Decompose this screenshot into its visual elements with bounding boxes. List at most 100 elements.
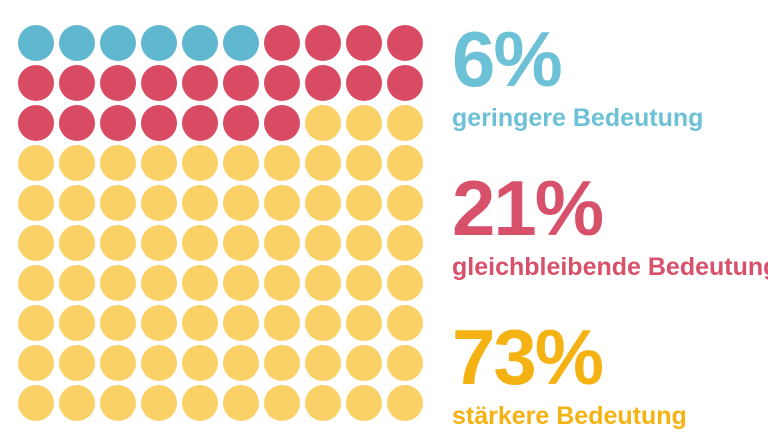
waffle-dot xyxy=(182,385,218,421)
stat-geringere-bedeutung: 6% geringere Bedeutung xyxy=(452,20,768,133)
waffle-dot xyxy=(141,305,177,341)
waffle-dot xyxy=(141,145,177,181)
stat-staerkere-bedeutung: 73% stärkere Bedeutung xyxy=(452,318,768,431)
waffle-dot xyxy=(223,185,259,221)
waffle-dot xyxy=(346,25,382,61)
waffle-dot xyxy=(305,145,341,181)
waffle-dot xyxy=(387,65,423,101)
waffle-dot xyxy=(141,385,177,421)
waffle-dot xyxy=(387,345,423,381)
waffle-dot xyxy=(264,65,300,101)
waffle-dot xyxy=(18,145,54,181)
stat-gleichbleibende-bedeutung: 21% gleichbleibende Bedeutung xyxy=(452,169,768,282)
waffle-dot xyxy=(59,265,95,301)
waffle-dot xyxy=(59,345,95,381)
waffle-dot xyxy=(264,185,300,221)
waffle-dot xyxy=(18,185,54,221)
waffle-dot xyxy=(264,145,300,181)
waffle-dot xyxy=(387,265,423,301)
waffle-dot xyxy=(182,305,218,341)
waffle-dot xyxy=(264,305,300,341)
waffle-dot xyxy=(305,185,341,221)
stat-value-staerkere: 73% xyxy=(452,312,604,401)
waffle-dot xyxy=(305,25,341,61)
waffle-dot xyxy=(182,105,218,141)
waffle-dot xyxy=(59,385,95,421)
waffle-dot xyxy=(18,345,54,381)
waffle-dot xyxy=(18,65,54,101)
waffle-dot xyxy=(100,105,136,141)
waffle-dot xyxy=(182,65,218,101)
waffle-dot xyxy=(141,225,177,261)
waffle-dot xyxy=(305,305,341,341)
waffle-dot xyxy=(18,105,54,141)
stat-label-geringere: geringere Bedeutung xyxy=(452,104,704,132)
waffle-dot xyxy=(141,25,177,61)
waffle-dot xyxy=(100,385,136,421)
waffle-dot xyxy=(182,265,218,301)
stat-label-staerkere: stärkere Bedeutung xyxy=(452,401,687,430)
waffle-dot xyxy=(141,65,177,101)
waffle-dot xyxy=(18,25,54,61)
waffle-dot xyxy=(305,345,341,381)
waffle-dot xyxy=(305,65,341,101)
waffle-dot xyxy=(18,265,54,301)
stat-value-geringere: 6% xyxy=(452,15,563,103)
waffle-dot xyxy=(182,345,218,381)
waffle-dot xyxy=(346,105,382,141)
waffle-dot xyxy=(100,265,136,301)
legend: 6% geringere Bedeutung 21% gleichbleiben… xyxy=(452,20,768,440)
waffle-dot xyxy=(346,185,382,221)
waffle-dot xyxy=(223,225,259,261)
waffle-dot xyxy=(387,105,423,141)
waffle-dot xyxy=(182,185,218,221)
waffle-dot xyxy=(59,145,95,181)
waffle-dot xyxy=(100,65,136,101)
waffle-dot xyxy=(346,385,382,421)
waffle-dot xyxy=(141,185,177,221)
waffle-dot xyxy=(59,105,95,141)
waffle-dot xyxy=(100,145,136,181)
waffle-dot xyxy=(223,305,259,341)
waffle-dot xyxy=(223,345,259,381)
waffle-dot xyxy=(18,305,54,341)
waffle-dot xyxy=(264,225,300,261)
waffle-dot xyxy=(305,225,341,261)
waffle-dot xyxy=(305,265,341,301)
waffle-dot xyxy=(182,25,218,61)
waffle-dot xyxy=(59,25,95,61)
waffle-dot xyxy=(387,305,423,341)
waffle-dot xyxy=(387,145,423,181)
waffle-dot xyxy=(59,225,95,261)
waffle-dot xyxy=(100,25,136,61)
waffle-dot xyxy=(182,225,218,261)
waffle-dot xyxy=(387,385,423,421)
waffle-dot xyxy=(264,265,300,301)
waffle-dot xyxy=(346,305,382,341)
waffle-dot xyxy=(223,385,259,421)
stat-value-gleichbleibende: 21% xyxy=(452,163,604,252)
waffle-dot xyxy=(100,305,136,341)
waffle-dot xyxy=(387,225,423,261)
waffle-grid xyxy=(18,25,423,421)
waffle-dot xyxy=(346,345,382,381)
waffle-dot xyxy=(264,345,300,381)
waffle-dot xyxy=(100,345,136,381)
waffle-dot xyxy=(141,105,177,141)
waffle-dot xyxy=(100,225,136,261)
waffle-dot xyxy=(346,225,382,261)
waffle-dot xyxy=(223,265,259,301)
waffle-dot xyxy=(141,345,177,381)
waffle-dot xyxy=(59,185,95,221)
waffle-dot xyxy=(223,25,259,61)
waffle-dot xyxy=(264,25,300,61)
waffle-dot xyxy=(223,145,259,181)
waffle-dot xyxy=(387,185,423,221)
waffle-dot xyxy=(346,65,382,101)
waffle-dot xyxy=(223,65,259,101)
waffle-dot xyxy=(18,385,54,421)
waffle-dot xyxy=(182,145,218,181)
waffle-dot xyxy=(59,305,95,341)
waffle-dot xyxy=(305,385,341,421)
